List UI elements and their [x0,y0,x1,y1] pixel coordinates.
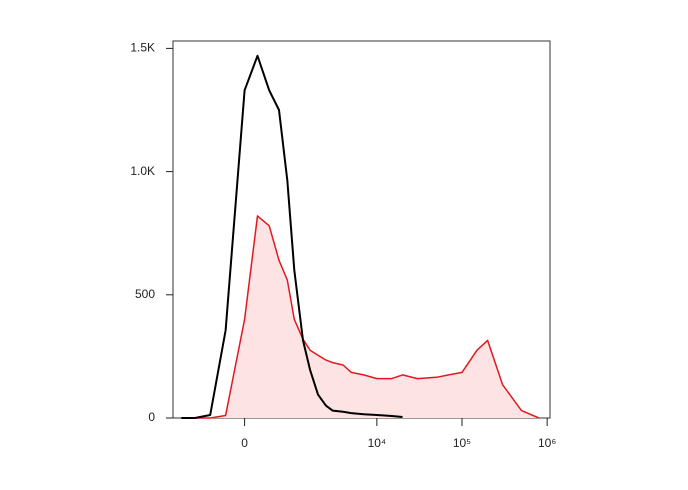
y-tick-label: 500 [135,287,155,301]
y-tick-label: 1.5K [130,41,155,55]
y-tick-label: 1.0K [130,164,155,178]
x-tick-label: 10⁵ [453,436,471,450]
x-tick-label: 0 [241,436,248,450]
series-line [181,54,403,419]
series-area [181,215,539,418]
series-line [181,215,540,419]
x-tick-label: 10⁶ [538,436,556,450]
x-tick-label: 10⁴ [368,436,387,450]
y-tick-label: 0 [148,410,155,424]
